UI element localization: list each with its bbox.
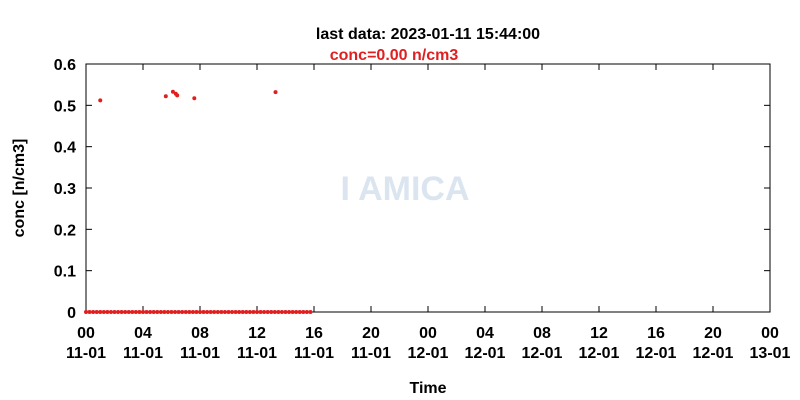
data-point [91, 310, 96, 314]
data-point [205, 310, 210, 314]
data-point [230, 310, 235, 314]
data-point [201, 310, 206, 314]
x-tick-label: 00 12-01 [407, 325, 449, 362]
data-point [98, 310, 103, 314]
data-point [155, 310, 160, 314]
data-point [233, 310, 238, 314]
x-tick-label: 08 12-01 [521, 325, 563, 362]
y-axis-label: conc [n/cm3] [11, 139, 28, 238]
data-point [175, 93, 180, 98]
data-point [251, 310, 256, 314]
data-point [255, 310, 259, 314]
data-point [112, 310, 117, 314]
data-point [258, 310, 263, 314]
data-point [226, 310, 231, 314]
y-tick-label: 0.3 [54, 181, 76, 198]
data-point [262, 310, 267, 314]
data-point [294, 310, 299, 314]
x-tick-label: 04 12-01 [464, 325, 506, 362]
x-tick-label: 20 11-01 [350, 325, 392, 362]
data-point [183, 310, 188, 314]
data-point [94, 310, 99, 314]
data-point [130, 310, 135, 314]
data-point [304, 310, 309, 314]
x-tick-label: 16 11-01 [293, 325, 335, 362]
y-tick-label: 0.6 [54, 57, 76, 74]
data-point [137, 310, 142, 314]
x-tick-label: 12 12-01 [578, 325, 620, 362]
y-tick-label: 0 [67, 305, 76, 322]
data-point [162, 310, 167, 314]
data-point [165, 310, 170, 314]
data-point [87, 310, 92, 314]
watermark: I AMICA [340, 170, 469, 208]
data-point [269, 310, 274, 314]
data-point [173, 310, 178, 314]
y-tick-label: 0.2 [54, 222, 76, 239]
y-tick-label: 0.5 [54, 98, 76, 115]
data-point [212, 310, 217, 314]
data-point [105, 310, 110, 314]
data-point [158, 310, 163, 314]
x-tick-label: 20 12-01 [692, 325, 734, 362]
data-point [240, 310, 245, 314]
data-point [219, 310, 224, 314]
data-point [198, 310, 202, 314]
data-point [151, 310, 156, 314]
data-point [308, 310, 313, 314]
y-tick-label: 0.1 [54, 264, 76, 281]
data-point [237, 310, 242, 314]
x-tick-label: 16 12-01 [635, 325, 677, 362]
data-point [101, 310, 106, 314]
data-point [265, 310, 270, 314]
data-point [180, 310, 185, 314]
data-point [84, 310, 88, 314]
data-point [208, 310, 213, 314]
data-point [190, 310, 195, 314]
data-point [290, 310, 295, 314]
data-point [141, 310, 145, 314]
data-point [176, 310, 181, 314]
data-point [276, 310, 281, 314]
chart-subtitle: conc=0.00 n/cm3 [330, 47, 459, 64]
y-tick-label: 0.4 [54, 140, 76, 157]
x-axis-label: Time [409, 380, 446, 397]
data-point [194, 310, 199, 314]
data-point [108, 310, 113, 314]
data-point [123, 310, 128, 314]
data-point [187, 310, 192, 314]
data-point [283, 310, 288, 314]
data-point [301, 310, 306, 314]
data-point [247, 310, 252, 314]
data-point [148, 310, 153, 314]
data-point [222, 310, 227, 314]
data-point [133, 310, 138, 314]
data-point [273, 90, 278, 95]
data-point [297, 310, 302, 314]
chart-title: last data: 2023-01-11 15:44:00 [316, 26, 540, 43]
data-point [215, 310, 220, 314]
data-point [98, 98, 103, 103]
data-point [163, 94, 168, 99]
data-point [126, 310, 131, 314]
data-point [116, 310, 121, 314]
x-tick-label: 04 11-01 [122, 325, 164, 362]
data-point [244, 310, 249, 314]
x-tick-label: 00 11-01 [65, 325, 107, 362]
data-point [279, 310, 284, 314]
x-tick-label: 12 11-01 [236, 325, 278, 362]
data-point [272, 310, 277, 314]
data-point [192, 96, 197, 101]
data-point [287, 310, 292, 314]
data-point [169, 310, 174, 314]
x-tick-label: 08 11-01 [179, 325, 221, 362]
x-tick-label: 00 13-01 [749, 325, 791, 362]
data-point [144, 310, 149, 314]
data-point [170, 89, 175, 94]
data-point [119, 310, 124, 314]
